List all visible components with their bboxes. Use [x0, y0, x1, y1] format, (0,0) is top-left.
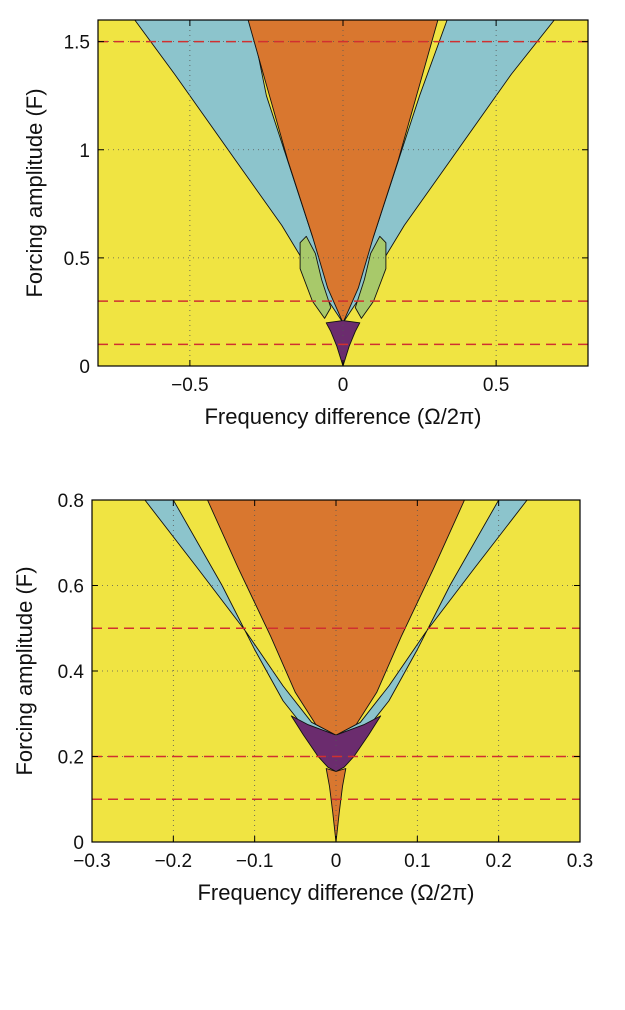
- chart-bottom-panel: −0.3 −0.2 −0.1 0 0.1 0.2 0.3 0 0.2 0.4 0.6 0.8 Frequ…: [12, 491, 593, 905]
- x-tick-label: 0.3: [567, 851, 593, 872]
- x-tick-label: −0.3: [73, 851, 111, 872]
- chart-top-panel: −0.5 0 0.5 0 0.5 1 1.5 Frequency difference (Ω/…: [22, 19, 589, 429]
- x-tick-label: 0: [331, 851, 342, 872]
- y-tick-label: 0: [79, 357, 90, 378]
- y-tick-label: 1.5: [64, 33, 90, 54]
- x-axis-label: Frequency difference (Ω/2π): [197, 880, 474, 905]
- y-tick-label: 0.6: [58, 577, 84, 598]
- x-tick-label: 0: [338, 375, 349, 396]
- y-axis-label: Forcing amplitude (F): [12, 566, 37, 775]
- y-tick-label: 0.8: [58, 491, 84, 512]
- y-axis-label: Forcing amplitude (F): [22, 88, 47, 297]
- x-tick-label: −0.5: [171, 375, 209, 396]
- x-tick-label: 0.2: [485, 851, 511, 872]
- x-tick-label: 0.1: [404, 851, 430, 872]
- x-axis-label: Frequency difference (Ω/2π): [204, 404, 481, 429]
- region-purple-4: [325, 320, 361, 366]
- region-orange-1: [207, 500, 465, 736]
- x-tick-label: 0.5: [483, 375, 509, 396]
- region-cyan-0: [144, 500, 528, 736]
- plot-area: [98, 20, 588, 366]
- plot-area: [92, 500, 580, 842]
- region-orange-1: [247, 20, 439, 324]
- region-green-2: [299, 235, 332, 319]
- y-tick-label: 0: [73, 833, 84, 854]
- y-tick-label: 0.4: [58, 662, 85, 683]
- y-tick-label: 0.5: [64, 249, 90, 270]
- y-tick-label: 0.2: [58, 748, 84, 769]
- y-tick-label: 1: [79, 141, 90, 162]
- x-tick-label: −0.2: [155, 851, 193, 872]
- region-green-3: [354, 235, 387, 319]
- x-tick-label: −0.1: [236, 851, 274, 872]
